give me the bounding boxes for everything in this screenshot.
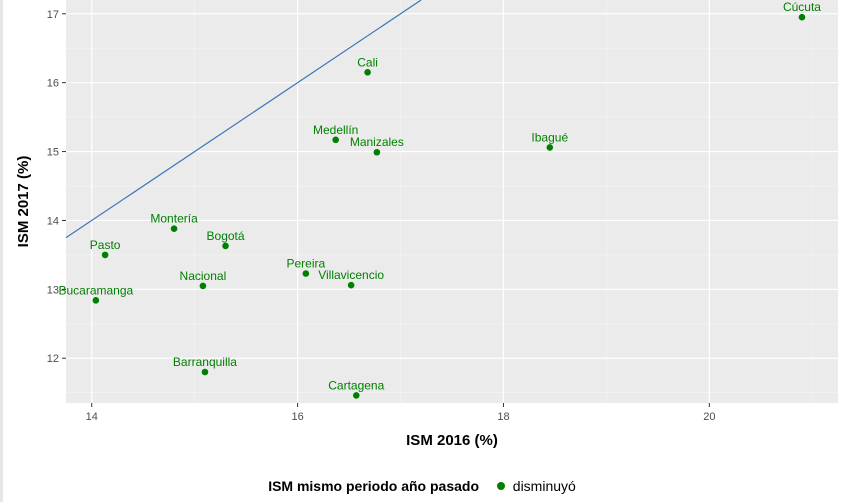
plot-panel: [66, 0, 838, 403]
data-point: [364, 69, 371, 76]
data-label: Cartagena: [328, 378, 384, 392]
data-points: [92, 13, 806, 399]
data-label: Ibagué: [531, 130, 568, 144]
y-tick-label: 13: [47, 284, 59, 296]
data-point: [92, 297, 100, 304]
data-label: Villavicencio: [318, 268, 384, 282]
data-point: [302, 270, 310, 277]
data-label: Manizales: [350, 135, 404, 149]
data-label: Pasto: [90, 238, 121, 252]
data-point: [546, 144, 554, 151]
data-point: [332, 136, 339, 144]
data-label: Cali: [357, 55, 378, 69]
data-point: [373, 148, 381, 156]
reference-line: [65, 0, 422, 239]
legend-key-dot: [496, 482, 505, 491]
x-tick-label: 18: [497, 411, 509, 423]
x-axis-ticks: 14 16 18 20: [86, 403, 715, 423]
x-tick-label: 20: [703, 411, 715, 423]
data-label: Montería: [150, 212, 198, 226]
legend-title: ISM mismo periodo año pasado: [268, 478, 479, 494]
data-point: [222, 242, 229, 250]
data-label: Barranquilla: [173, 355, 237, 369]
x-tick-label: 14: [86, 411, 98, 423]
data-point: [798, 13, 806, 21]
data-label: Pereira: [286, 256, 325, 270]
data-point: [347, 281, 355, 289]
data-point: [170, 225, 178, 233]
x-tick-label: 16: [291, 411, 303, 423]
data-point: [201, 368, 209, 376]
y-tick-label: 15: [47, 147, 59, 159]
legend: ISM mismo periodo año pasado disminuyó: [0, 478, 844, 494]
data-point: [199, 282, 207, 290]
y-tick-label: 12: [47, 353, 59, 365]
data-point: [101, 251, 109, 259]
data-label: Medellín: [313, 123, 358, 137]
y-tick-label: 14: [47, 215, 59, 227]
y-tick-label: 16: [47, 78, 59, 90]
data-label: Nacional: [180, 269, 227, 283]
window-edge-strip: [0, 0, 3, 502]
data-label: Bogotá: [207, 229, 245, 243]
x-axis-title: ISM 2016 (%): [406, 432, 498, 449]
data-label: Bucaramanga: [58, 283, 133, 297]
y-tick-label: 17: [47, 9, 59, 21]
y-axis-title: ISM 2017 (%): [15, 156, 32, 248]
y-axis-ticks: 12 13 14 15 16 17: [47, 9, 66, 365]
data-label: Cúcuta: [783, 0, 821, 14]
data-point: [352, 392, 360, 399]
legend-entry-label: disminuyó: [512, 478, 576, 494]
